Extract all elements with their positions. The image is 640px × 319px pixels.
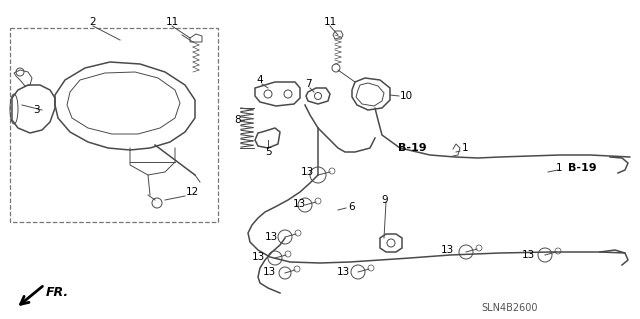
Text: 13: 13 — [301, 167, 314, 177]
Text: 8: 8 — [235, 115, 241, 125]
Text: 4: 4 — [257, 75, 263, 85]
Text: 13: 13 — [292, 199, 306, 209]
Text: 13: 13 — [263, 267, 276, 277]
Text: 13: 13 — [522, 250, 535, 260]
Text: 13: 13 — [265, 232, 278, 242]
Text: 13: 13 — [441, 245, 454, 255]
Text: SLN4B2600: SLN4B2600 — [482, 303, 538, 313]
Text: 5: 5 — [265, 147, 271, 157]
Text: 13: 13 — [252, 252, 265, 262]
Text: 6: 6 — [348, 202, 355, 212]
Text: 11: 11 — [165, 17, 179, 27]
Text: 12: 12 — [186, 187, 198, 197]
Text: 11: 11 — [323, 17, 337, 27]
Text: 1: 1 — [556, 163, 562, 173]
Text: FR.: FR. — [46, 286, 69, 299]
Text: 3: 3 — [33, 105, 39, 115]
Text: B-19: B-19 — [568, 163, 596, 173]
Text: 1: 1 — [462, 143, 468, 153]
Text: 9: 9 — [381, 195, 388, 205]
Text: 2: 2 — [90, 17, 96, 27]
Bar — [10, 28, 218, 222]
Text: 13: 13 — [337, 267, 350, 277]
Text: 10: 10 — [400, 91, 413, 101]
Text: B-19: B-19 — [398, 143, 427, 153]
Text: 7: 7 — [305, 79, 311, 89]
